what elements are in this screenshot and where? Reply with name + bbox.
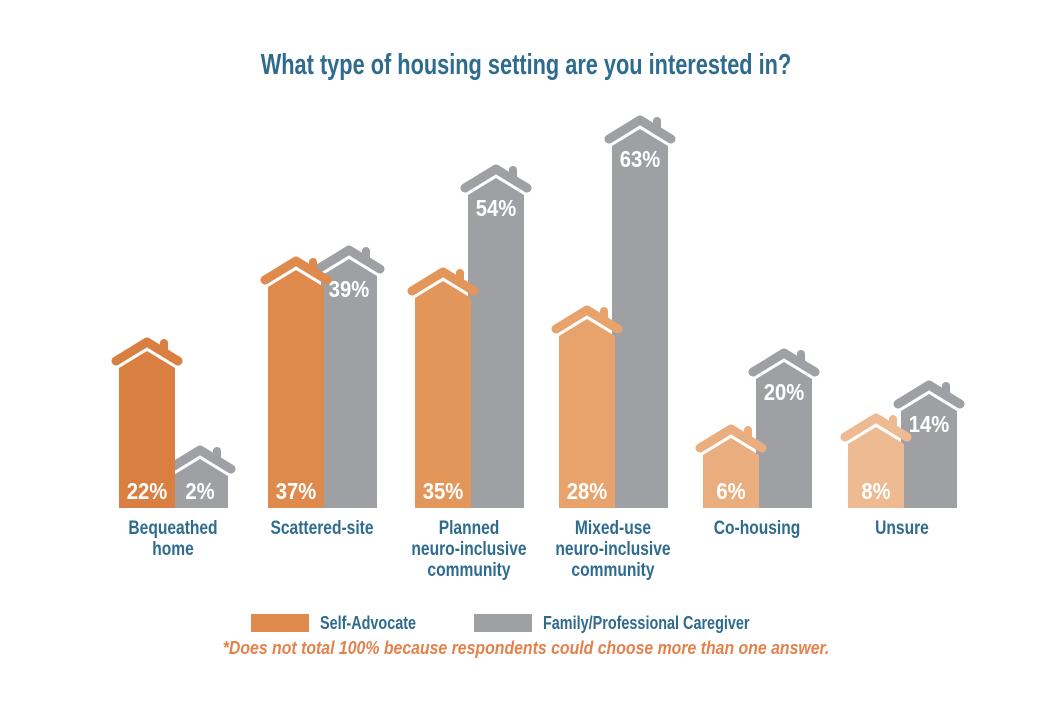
house-pictogram-icon	[604, 115, 676, 508]
chart-legend: Self-Advocate Family/Professional Caregi…	[0, 610, 1052, 636]
category-label-bequeathed-home: Bequeathed home	[128, 518, 218, 560]
house-bar-self-advocate-mixed-use-neuro-inclusive-community: 28%	[551, 303, 623, 508]
value-label-family-professional-caregiver-mixed-use-neuro-inclusive-community: 63%	[619, 146, 661, 172]
chart-footnote: *Does not total 100% because respondents…	[222, 638, 830, 658]
self-advocate-swatch	[250, 614, 309, 632]
house-bar-family-professional-caregiver-planned-neuro-inclusive-community: 54%	[460, 162, 532, 508]
value-label-self-advocate-bequeathed-home: 22%	[126, 478, 168, 504]
category-label-co-housing: Co-housing	[713, 518, 801, 539]
house-pictogram-icon	[111, 337, 183, 508]
value-label-self-advocate-unsure: 8%	[861, 478, 891, 504]
house-pictogram-icon	[893, 380, 965, 508]
legend-item-caregiver: Family/Professional Caregiver	[473, 612, 801, 634]
value-label-self-advocate-co-housing: 6%	[716, 478, 746, 504]
value-label-family-professional-caregiver-scattered-site: 39%	[328, 276, 370, 302]
legend-label-self-advocate: Self-Advocate	[319, 612, 416, 633]
chart-title: What type of housing setting are you int…	[260, 49, 792, 81]
legend-item-self-advocate: Self-Advocate	[250, 612, 440, 634]
house-bar-self-advocate-planned-neuro-inclusive-community: 35%	[407, 265, 479, 508]
house-pictogram-icon	[551, 305, 623, 508]
house-pictogram-icon	[460, 164, 532, 508]
house-bar-self-advocate-bequeathed-home: 22%	[111, 335, 183, 508]
value-label-self-advocate-mixed-use-neuro-inclusive-community: 28%	[566, 478, 608, 504]
house-bar-family-professional-caregiver-unsure: 14%	[893, 378, 965, 508]
house-bar-self-advocate-unsure: 8%	[840, 411, 912, 508]
house-bar-family-professional-caregiver-scattered-site: 39%	[313, 243, 385, 508]
house-pictogram-icon	[748, 348, 820, 508]
house-pictogram-icon	[695, 424, 767, 508]
house-pictogram-icon	[407, 267, 479, 508]
category-label-unsure: Unsure	[875, 518, 929, 539]
value-label-self-advocate-planned-neuro-inclusive-community: 35%	[422, 478, 464, 504]
category-label-planned-neuro-inclusive-community: Planned neuro-inclusive community	[411, 518, 527, 581]
house-pictogram-icon	[164, 445, 236, 508]
caregiver-swatch	[473, 614, 532, 632]
legend-label-caregiver: Family/Professional Caregiver	[542, 612, 750, 633]
house-bar-family-professional-caregiver-mixed-use-neuro-inclusive-community: 63%	[604, 113, 676, 508]
value-label-family-professional-caregiver-co-housing: 20%	[763, 379, 805, 405]
house-pictogram-icon	[313, 245, 385, 508]
house-bar-self-advocate-co-housing: 6%	[695, 422, 767, 508]
value-label-family-professional-caregiver-bequeathed-home: 2%	[185, 478, 215, 504]
house-pictogram-icon	[840, 413, 912, 508]
house-pictogram-icon	[260, 256, 332, 508]
value-label-self-advocate-scattered-site: 37%	[275, 478, 317, 504]
house-bar-self-advocate-scattered-site: 37%	[260, 254, 332, 508]
value-label-family-professional-caregiver-planned-neuro-inclusive-community: 54%	[475, 195, 517, 221]
value-label-family-professional-caregiver-unsure: 14%	[908, 411, 950, 437]
category-label-mixed-use-neuro-inclusive-community: Mixed-use neuro-inclusive community	[555, 518, 671, 581]
house-bar-family-professional-caregiver-co-housing: 20%	[748, 346, 820, 508]
house-bar-family-professional-caregiver-bequeathed-home: 2%	[164, 443, 236, 508]
category-label-scattered-site: Scattered-site	[270, 518, 374, 539]
